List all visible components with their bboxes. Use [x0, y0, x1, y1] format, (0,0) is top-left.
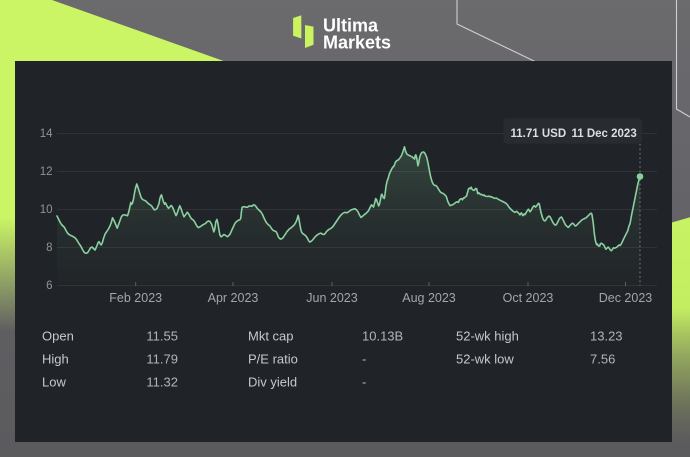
svg-text:10.13B: 10.13B: [362, 329, 403, 344]
svg-text:High: High: [42, 352, 69, 367]
svg-text:8: 8: [46, 242, 52, 254]
svg-text:7.56: 7.56: [590, 352, 615, 367]
svg-text:Dec 2023: Dec 2023: [599, 291, 653, 305]
svg-text:11.71 USD: 11.71 USD: [511, 128, 567, 140]
svg-text:11.32: 11.32: [146, 375, 178, 390]
svg-text:52-wk high: 52-wk high: [456, 329, 519, 344]
svg-text:11.79: 11.79: [146, 352, 178, 367]
svg-text:12: 12: [40, 166, 53, 178]
svg-text:13.23: 13.23: [590, 329, 623, 344]
svg-text:10: 10: [40, 204, 53, 216]
svg-text:Div yield: Div yield: [248, 375, 297, 390]
svg-text:Low: Low: [42, 375, 66, 390]
svg-text:-: -: [362, 375, 366, 390]
svg-text:11.55: 11.55: [146, 329, 178, 344]
svg-text:6: 6: [46, 280, 52, 292]
svg-text:Jun 2023: Jun 2023: [306, 291, 357, 305]
svg-text:Ultima: Ultima: [323, 16, 379, 36]
svg-text:P/E ratio: P/E ratio: [248, 352, 298, 367]
svg-text:14: 14: [40, 128, 53, 140]
svg-text:Oct 2023: Oct 2023: [503, 291, 554, 305]
svg-text:Mkt cap: Mkt cap: [248, 329, 294, 344]
svg-text:Markets: Markets: [323, 33, 391, 53]
svg-text:Open: Open: [42, 329, 74, 344]
svg-text:11 Dec 2023: 11 Dec 2023: [572, 128, 637, 140]
svg-text:Aug 2023: Aug 2023: [402, 291, 456, 305]
svg-text:52-wk low: 52-wk low: [456, 352, 514, 367]
svg-text:Feb 2023: Feb 2023: [109, 291, 162, 305]
svg-text:-: -: [362, 352, 366, 367]
svg-text:Apr 2023: Apr 2023: [208, 291, 259, 305]
